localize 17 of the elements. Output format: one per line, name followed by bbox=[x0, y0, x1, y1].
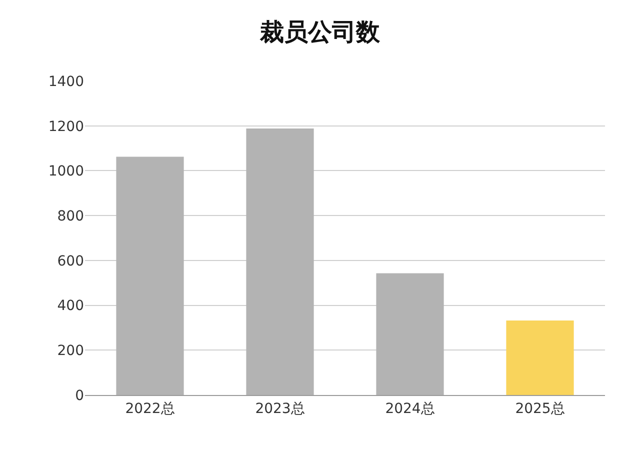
bar bbox=[376, 273, 444, 395]
y-tick-label: 800 bbox=[57, 208, 84, 224]
bar bbox=[506, 320, 574, 395]
chart-title: 裁员公司数 bbox=[259, 18, 381, 46]
x-tick-label: 2022总 bbox=[125, 400, 175, 417]
y-tick-label: 600 bbox=[57, 253, 84, 270]
y-tick-label: 200 bbox=[57, 343, 84, 360]
y-tick-label: 1400 bbox=[48, 74, 84, 90]
y-tick-label: 0 bbox=[75, 388, 84, 404]
x-tick-label: 2024总 bbox=[385, 400, 435, 417]
bar bbox=[116, 156, 184, 395]
y-tick-label: 1200 bbox=[48, 118, 84, 135]
y-tick-label: 1000 bbox=[48, 164, 84, 180]
x-tick-label: 2023总 bbox=[255, 400, 305, 417]
bar bbox=[246, 128, 314, 395]
y-tick-label: 400 bbox=[57, 298, 84, 314]
x-tick-label: 2025总 bbox=[515, 400, 565, 417]
